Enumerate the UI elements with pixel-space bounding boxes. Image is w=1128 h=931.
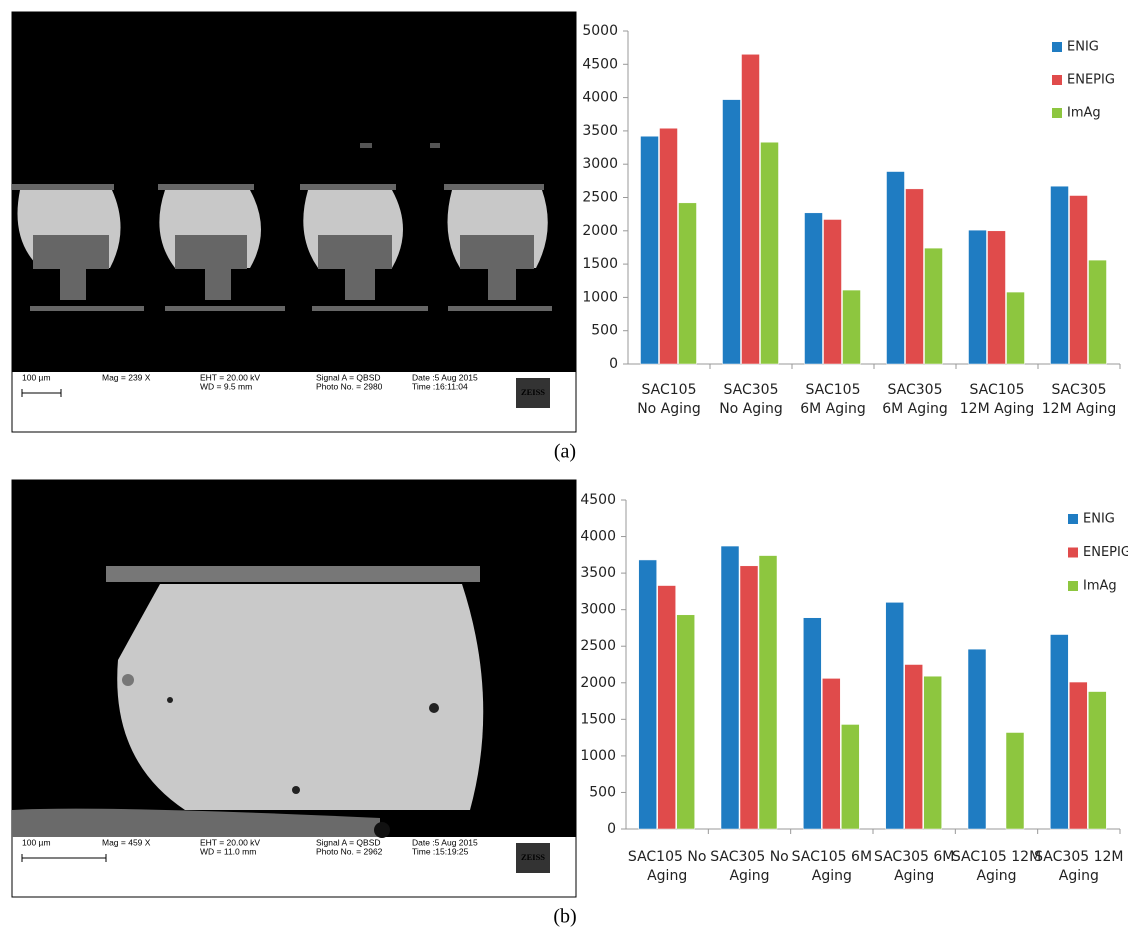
y-tick-label: 2500 [582,190,618,206]
bar [824,219,842,364]
y-tick-label: 5000 [582,23,618,39]
y-tick-label: 3000 [582,156,618,172]
bar [641,136,659,364]
micrograph-mag: Mag = 239 X [102,372,151,382]
micrograph-mag: Mag = 459 X [102,837,151,847]
y-tick-label: 3500 [580,565,616,581]
bar [639,560,657,829]
x-tick-label: SAC105 12MAging [952,849,1041,884]
bar [925,248,943,364]
legend-label: ENIG [1083,512,1115,527]
bar [1089,260,1107,364]
bar [658,586,676,829]
legend-label: ImAg [1067,106,1101,121]
bar [723,100,741,364]
y-tick-label: 0 [609,356,618,372]
bar [660,128,678,364]
legend-swatch [1052,42,1062,52]
legend-swatch [1068,514,1078,524]
micrograph-photo: Photo No. = 2962 [316,846,383,856]
bar [721,546,739,829]
bar [841,724,859,829]
bar [822,678,840,829]
micrograph-a [12,12,576,432]
bar [906,189,924,364]
bar [740,566,758,829]
micrograph-time: Time :15:19:25 [412,846,469,856]
x-tick-label: SAC10512M Aging [960,382,1034,417]
bar [1088,692,1106,829]
bar [803,618,821,829]
bar [742,54,760,364]
bar [886,602,904,829]
bar [905,665,923,830]
bar [1007,292,1025,364]
micrograph-photo: Photo No. = 2980 [316,381,383,391]
legend-label: ImAg [1083,579,1117,594]
y-tick-label: 1000 [582,289,618,305]
micrograph-time: Time :16:11:04 [412,381,468,391]
y-tick-label: 4000 [580,529,616,545]
y-tick-label: 500 [589,784,616,800]
legend-label: ENEPIG [1083,545,1128,560]
y-tick-label: 3500 [582,123,618,139]
legend-swatch [1052,108,1062,118]
y-tick-label: 0 [607,821,616,837]
bar [679,203,697,364]
y-tick-label: 4500 [582,56,618,72]
y-tick-label: 2500 [580,638,616,654]
y-tick-label: 2000 [582,223,618,239]
micrograph-b [12,480,576,897]
bar [843,290,861,364]
figure: 100 µmMag = 239 XEHT = 20.00 kVWD = 9.5 … [0,0,1128,931]
legend-swatch [1068,548,1078,558]
bar [968,649,986,829]
y-tick-label: 1000 [580,748,616,764]
bar [1051,186,1069,364]
panel-label: (a) [554,441,576,463]
legend-label: ENEPIG [1067,73,1115,88]
bar [677,615,695,829]
bar [924,676,942,829]
bar [887,172,905,364]
y-tick-label: 1500 [580,711,616,727]
y-tick-label: 2000 [580,675,616,691]
brand: ZEISS [521,852,545,862]
y-tick-label: 3000 [580,602,616,618]
bar [761,142,779,364]
bar [1069,682,1087,829]
legend-label: ENIG [1067,40,1099,55]
micrograph-wd: WD = 9.5 mm [200,381,252,391]
bar [1006,732,1024,829]
y-tick-label: 1500 [582,256,618,272]
legend-swatch [1068,581,1078,591]
bar [1070,196,1088,364]
bar [969,230,987,364]
panel-label: (b) [553,906,576,928]
y-tick-label: 4000 [582,90,618,106]
bar [1050,635,1068,829]
bar [988,231,1006,364]
micrograph-scale-bar: 100 µm [22,372,51,382]
y-tick-label: 500 [591,323,618,339]
brand: ZEISS [521,387,545,397]
y-tick-label: 4500 [580,492,616,508]
micrograph-scale-bar: 100 µm [22,837,51,847]
bar [805,213,823,364]
micrograph-wd: WD = 11.0 mm [200,846,256,856]
legend-swatch [1052,75,1062,85]
bar [759,556,777,829]
